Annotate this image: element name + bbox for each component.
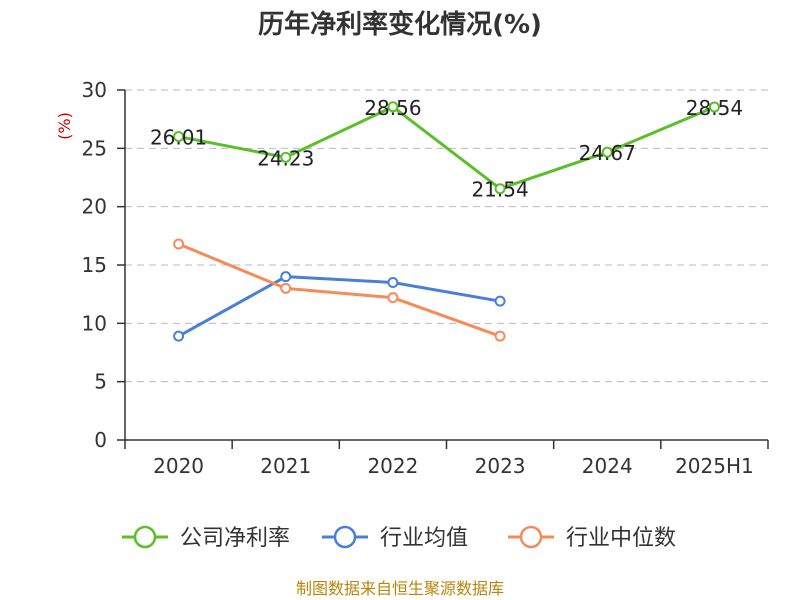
y-tick-label-25: 25 bbox=[82, 136, 107, 160]
data-point-0-2 bbox=[387, 101, 399, 113]
data-label-4: 24.67 bbox=[579, 141, 636, 165]
y-tick-label-0: 0 bbox=[94, 428, 107, 452]
data-point-2-1 bbox=[280, 282, 292, 294]
data-point-2-0 bbox=[173, 238, 185, 250]
legend-item-0: 公司净利率 bbox=[122, 525, 290, 551]
data-point-1-1 bbox=[280, 271, 292, 283]
axes bbox=[117, 89, 769, 449]
x-tick-label-2024: 2024 bbox=[582, 454, 633, 478]
series-2 bbox=[173, 238, 506, 342]
data-point-0-1 bbox=[280, 151, 292, 163]
data-labels: 26.01 24.23 28.56 21.54 24.67 28.54 bbox=[150, 96, 743, 202]
series-line-2 bbox=[178, 242, 501, 338]
legend-label-0: 公司净利率 bbox=[180, 526, 290, 551]
x-tick-label-2021: 2021 bbox=[260, 454, 311, 478]
data-point-0-5 bbox=[708, 101, 720, 113]
legend: 公司净利率 行业均值 行业中位数 bbox=[122, 525, 676, 551]
y-tick-label-15: 15 bbox=[82, 253, 107, 277]
data-point-2-2 bbox=[387, 292, 399, 304]
data-point-2-3 bbox=[494, 330, 506, 342]
legend-label-1: 行业均值 bbox=[380, 526, 468, 551]
x-tick-label-2020: 2020 bbox=[153, 454, 204, 478]
data-label-5: 28.54 bbox=[686, 96, 743, 120]
y-tick-label-10: 10 bbox=[82, 311, 107, 335]
x-tick-label-2023: 2023 bbox=[475, 454, 526, 478]
x-tick-label-2022: 2022 bbox=[367, 454, 418, 478]
data-point-0-3 bbox=[494, 183, 506, 195]
data-point-1-3 bbox=[494, 295, 506, 307]
data-label-2: 28.56 bbox=[364, 96, 421, 120]
series-line-1 bbox=[177, 275, 501, 338]
chart-title: 历年净利率变化情况(%) bbox=[258, 9, 542, 40]
y-tick-label-5: 5 bbox=[94, 370, 107, 394]
data-point-0-0 bbox=[173, 131, 185, 143]
legend-marker-1 bbox=[333, 525, 357, 549]
legend-item-1: 行业均值 bbox=[322, 525, 468, 551]
data-label-0: 26.01 bbox=[150, 126, 207, 150]
x-tick-label-2025H1: 2025H1 bbox=[675, 454, 754, 478]
y-tick-labels: 0 5 10 15 20 25 30 bbox=[82, 78, 107, 452]
series-line-0 bbox=[178, 105, 715, 191]
series-group bbox=[173, 101, 720, 342]
x-tick-labels: 2020 2021 2022 2023 2024 2025H1 bbox=[153, 454, 754, 478]
data-point-1-0 bbox=[173, 330, 185, 342]
data-label-3: 21.54 bbox=[471, 178, 528, 202]
series-1 bbox=[173, 271, 506, 342]
legend-marker-0 bbox=[133, 525, 157, 549]
data-label-1: 24.23 bbox=[257, 146, 314, 170]
series-0 bbox=[173, 101, 720, 195]
y-tick-label-20: 20 bbox=[82, 195, 107, 219]
legend-label-2: 行业中位数 bbox=[566, 526, 676, 551]
legend-item-2: 行业中位数 bbox=[508, 525, 676, 551]
y-axis-unit: (%) bbox=[55, 112, 74, 140]
source-note: 制图数据来自恒生聚源数据库 bbox=[296, 579, 504, 598]
legend-marker-2 bbox=[519, 525, 543, 549]
data-point-1-2 bbox=[387, 277, 399, 288]
y-tick-label-30: 30 bbox=[82, 78, 107, 102]
gridlines bbox=[125, 89, 768, 383]
data-point-0-4 bbox=[601, 146, 613, 158]
